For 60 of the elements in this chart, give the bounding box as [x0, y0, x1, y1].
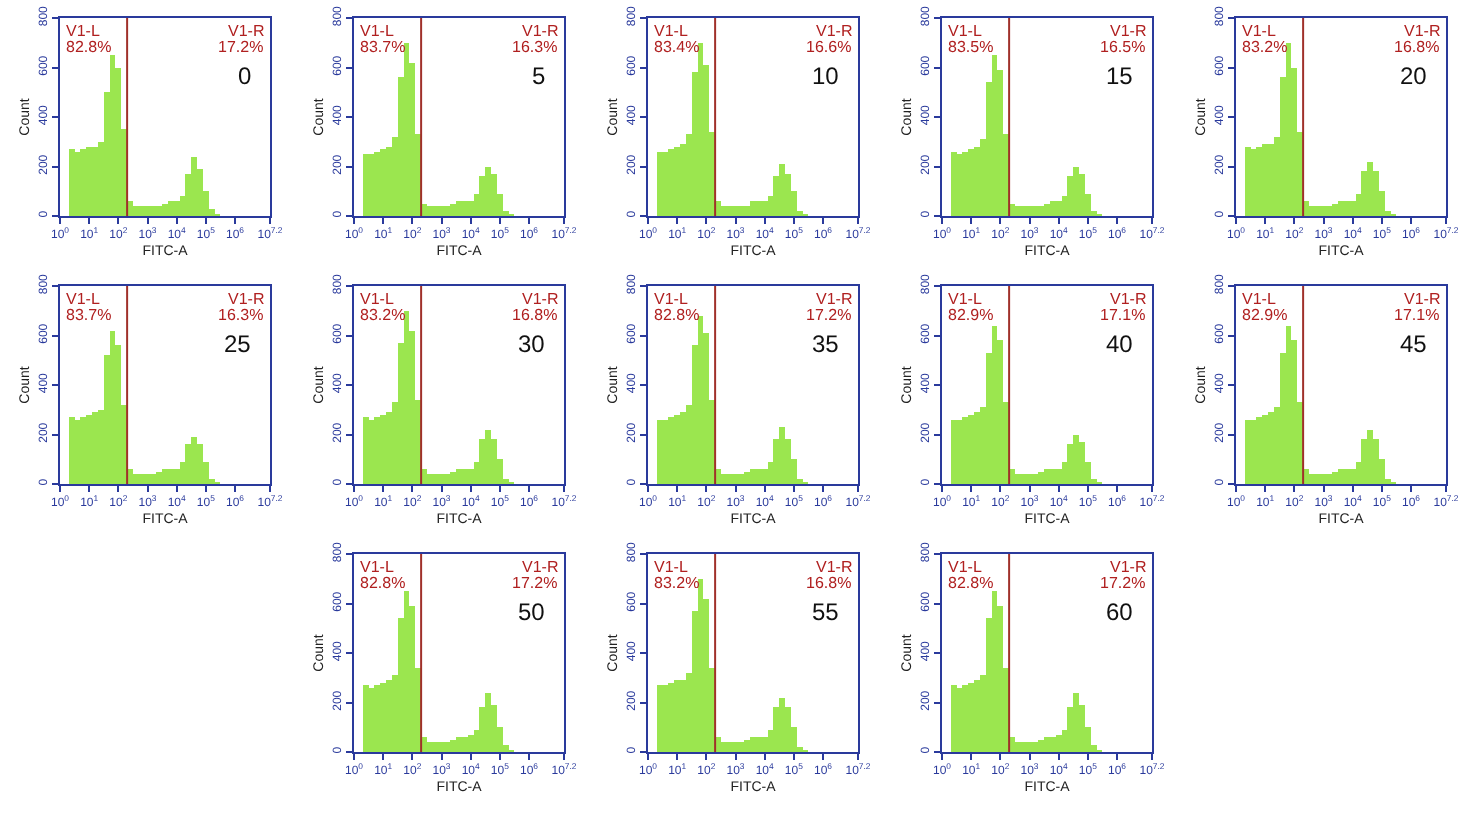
annotation: 82.8%	[948, 574, 994, 592]
annotation: 82.8%	[360, 574, 406, 592]
annotation: V1-R	[522, 290, 559, 308]
annotation: V1-R	[1110, 290, 1147, 308]
annotation: V1-L	[360, 290, 395, 308]
annotation: V1-R	[1404, 290, 1441, 308]
annotation: V1-R	[816, 558, 853, 576]
annotation: V1-L	[654, 22, 689, 40]
annotation: 17.1%	[1100, 306, 1146, 324]
annotation: 16.8%	[806, 574, 852, 592]
annotation: V1-L	[948, 22, 983, 40]
annotation: 60	[1106, 598, 1134, 626]
annotation: 17.2%	[512, 574, 558, 592]
annotation: 20	[1400, 62, 1428, 90]
annotation: 17.2%	[806, 306, 852, 324]
annotation: 82.9%	[948, 306, 994, 324]
annotation: 83.5%	[948, 38, 994, 56]
annotation: V1-L	[654, 290, 689, 308]
annotation: V1-L	[948, 290, 983, 308]
annotation: 17.1%	[1394, 306, 1440, 324]
annotation: V1-R	[1110, 558, 1147, 576]
annotation: V1-L	[360, 558, 395, 576]
annotation: 16.8%	[1394, 38, 1440, 56]
annotation: V1-R	[522, 22, 559, 40]
annotation: 82.8%	[654, 306, 700, 324]
annotation: V1-L	[360, 22, 395, 40]
annotation: 16.3%	[218, 306, 264, 324]
annotation: V1-R	[1110, 22, 1147, 40]
annotation: V1-R	[816, 22, 853, 40]
annotation: 16.6%	[806, 38, 852, 56]
annotation: 16.5%	[1100, 38, 1146, 56]
annotation: 16.8%	[512, 306, 558, 324]
annotation: 40	[1106, 330, 1134, 358]
annotation: 83.7%	[66, 306, 112, 324]
annotation: 45	[1400, 330, 1428, 358]
annotation: V1-R	[1404, 22, 1441, 40]
annotation: 82.8%	[66, 38, 112, 56]
annotation: 10	[812, 62, 840, 90]
annotation: 17.2%	[218, 38, 264, 56]
annotation: V1-L	[1242, 22, 1277, 40]
annotation: V1-R	[816, 290, 853, 308]
annotation: 55	[812, 598, 840, 626]
annotation: V1-R	[228, 290, 265, 308]
annotation: 30	[518, 330, 546, 358]
annotation: 17.2%	[1100, 574, 1146, 592]
annotation: 16.3%	[512, 38, 558, 56]
annotation: 25	[224, 330, 252, 358]
annotation: 82.9%	[1242, 306, 1288, 324]
annotation: V1-L	[1242, 290, 1277, 308]
annotation: V1-L	[66, 22, 101, 40]
annotation: V1-R	[228, 22, 265, 40]
annotation: 5	[532, 62, 546, 90]
annotation: 0	[238, 62, 252, 90]
annotation: V1-L	[948, 558, 983, 576]
annotation: 35	[812, 330, 840, 358]
annotation: V1-L	[66, 290, 101, 308]
annotation: 15	[1106, 62, 1134, 90]
annotation: V1-R	[522, 558, 559, 576]
annotation: 50	[518, 598, 546, 626]
annotation: V1-L	[654, 558, 689, 576]
